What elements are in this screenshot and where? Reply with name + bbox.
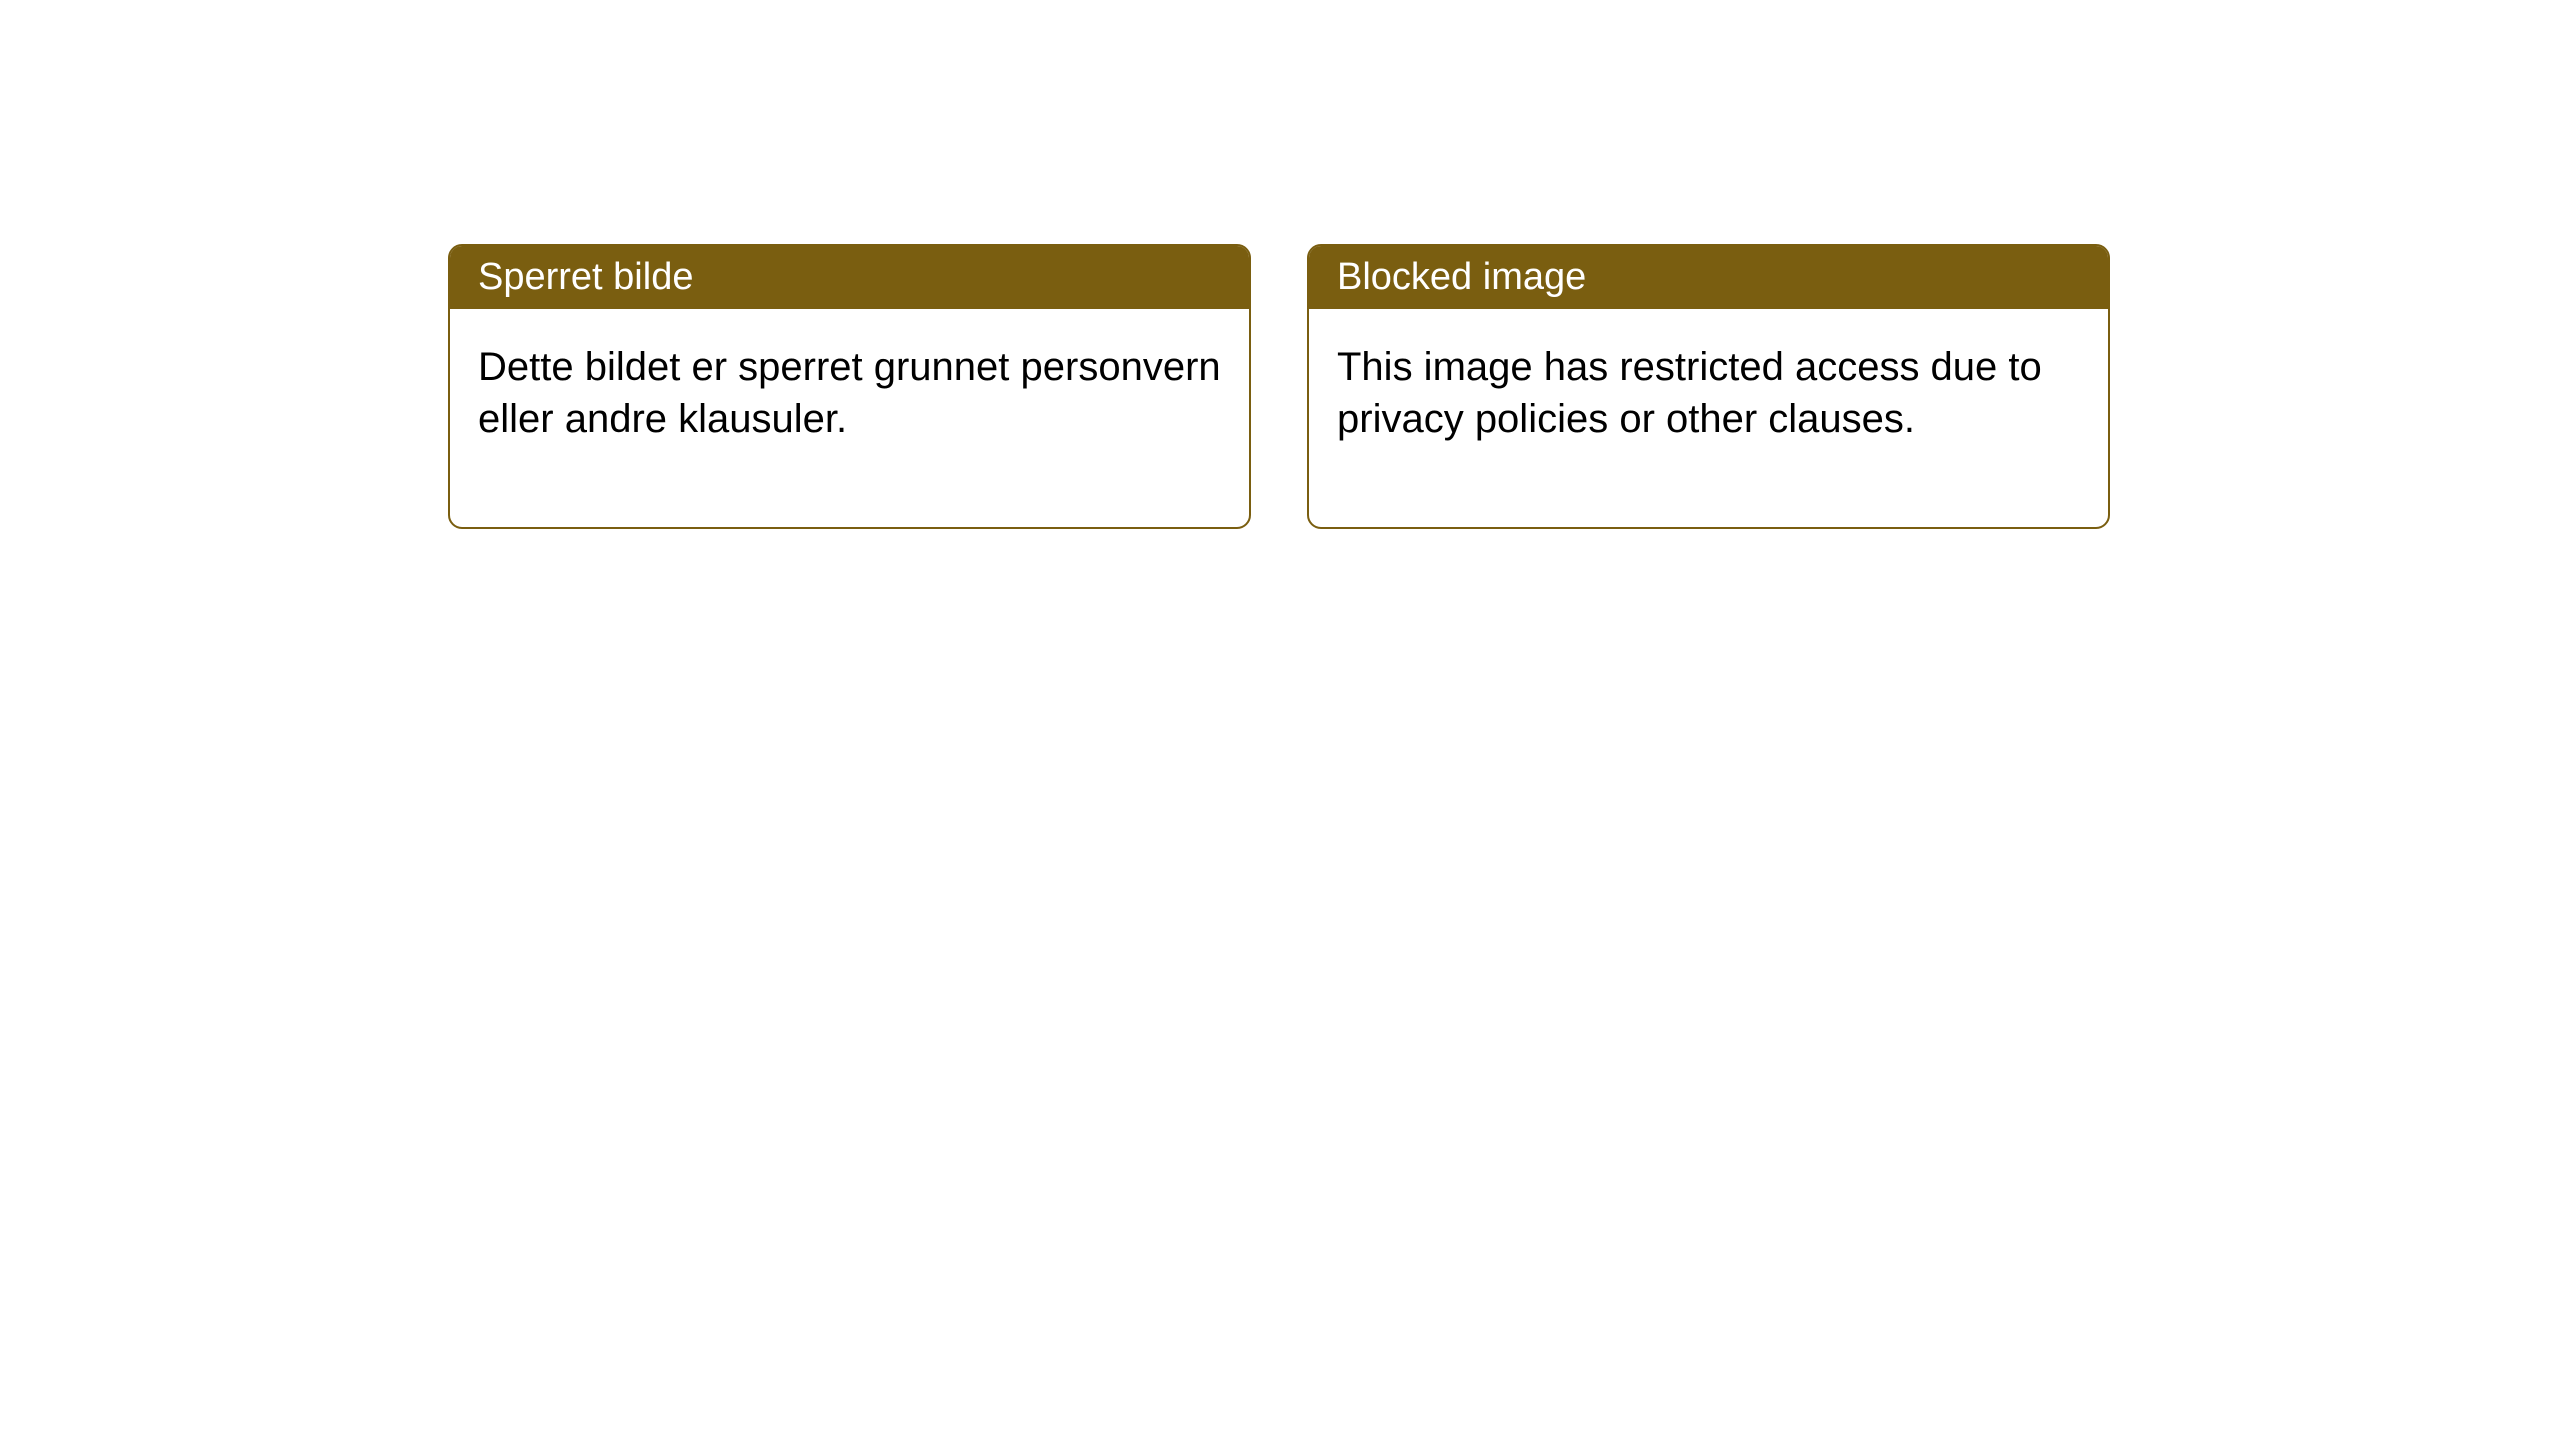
notice-card-english: Blocked image This image has restricted … [1307,244,2110,529]
notice-header: Sperret bilde [450,246,1249,309]
notice-header: Blocked image [1309,246,2108,309]
notice-card-norwegian: Sperret bilde Dette bildet er sperret gr… [448,244,1251,529]
notice-container: Sperret bilde Dette bildet er sperret gr… [448,244,2110,529]
notice-body: Dette bildet er sperret grunnet personve… [450,309,1249,527]
notice-body: This image has restricted access due to … [1309,309,2108,527]
